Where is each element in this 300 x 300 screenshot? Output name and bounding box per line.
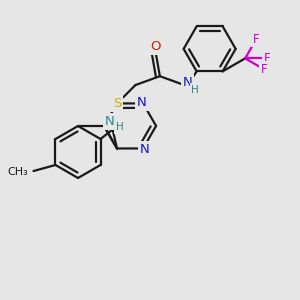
Text: S: S [113,97,121,110]
Text: F: F [253,33,260,46]
Text: N: N [182,76,192,88]
Text: F: F [261,63,268,76]
Text: H: H [116,122,124,133]
Text: CH₃: CH₃ [8,167,29,177]
Text: N: N [139,143,149,156]
Text: F: F [264,52,271,65]
Text: O: O [150,40,160,53]
Text: N: N [137,96,147,109]
Text: H: H [191,85,199,95]
Text: N: N [105,115,115,128]
